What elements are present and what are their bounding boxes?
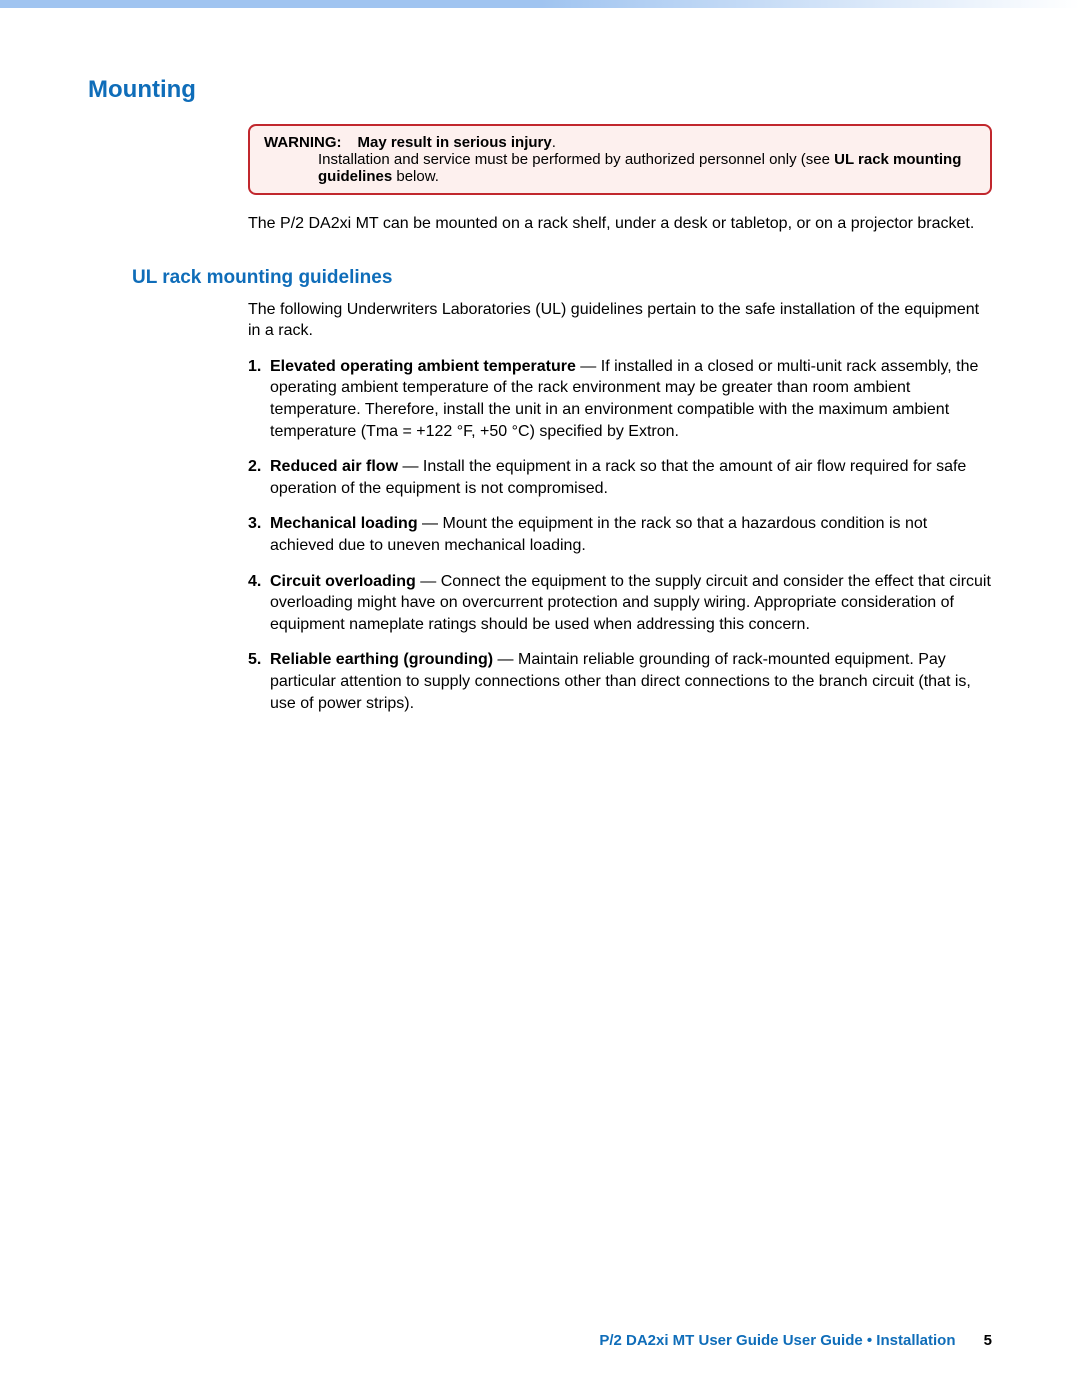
warning-period: . xyxy=(552,134,556,151)
guidelines-list: 1. Elevated operating ambient temperatur… xyxy=(248,356,992,714)
item-title: Circuit overloading xyxy=(270,573,416,590)
item-number: 3. xyxy=(248,513,270,556)
sub-intro-paragraph: The following Underwriters Laboratories … xyxy=(248,299,992,342)
item-number: 5. xyxy=(248,649,270,714)
item-body: Mechanical loading — Mount the equipment… xyxy=(270,513,992,556)
warning-body: Installation and service must be perform… xyxy=(264,151,976,185)
item-number: 1. xyxy=(248,356,270,442)
page-content: Mounting WARNING: May result in serious i… xyxy=(0,8,1080,714)
heading-mounting: Mounting xyxy=(88,76,992,104)
heading-ul-guidelines: UL rack mounting guidelines xyxy=(132,267,992,289)
item-title: Mechanical loading xyxy=(270,515,418,532)
warning-label: WARNING: xyxy=(264,134,342,151)
list-item: 3. Mechanical loading — Mount the equipm… xyxy=(248,513,992,556)
list-item: 4. Circuit overloading — Connect the equ… xyxy=(248,571,992,636)
footer-text: P/2 DA2xi MT User Guide User Guide • Ins… xyxy=(599,1332,955,1349)
warning-title: May result in serious injury xyxy=(358,134,552,151)
warning-body-prefix: Installation and service must be perform… xyxy=(318,151,830,168)
page-footer: P/2 DA2xi MT User Guide User Guide • Ins… xyxy=(599,1332,992,1349)
item-title: Reduced air flow xyxy=(270,458,398,475)
warning-box: WARNING: May result in serious injury. In… xyxy=(248,124,992,195)
item-title: Elevated operating ambient temperature xyxy=(270,358,576,375)
item-body: Circuit overloading — Connect the equipm… xyxy=(270,571,992,636)
item-body: Reduced air flow — Install the equipment… xyxy=(270,456,992,499)
list-item: 2. Reduced air flow — Install the equipm… xyxy=(248,456,992,499)
warning-header: WARNING: May result in serious injury. xyxy=(264,134,976,151)
item-title: Reliable earthing (grounding) xyxy=(270,651,493,668)
item-body: Reliable earthing (grounding) — Maintain… xyxy=(270,649,992,714)
top-gradient-bar xyxy=(0,0,1080,8)
warning-body-suffix: below. xyxy=(392,168,439,185)
intro-paragraph: The P/2 DA2xi MT can be mounted on a rac… xyxy=(248,213,992,235)
list-item: 5. Reliable earthing (grounding) — Maint… xyxy=(248,649,992,714)
list-item: 1. Elevated operating ambient temperatur… xyxy=(248,356,992,442)
item-body: Elevated operating ambient temperature —… xyxy=(270,356,992,442)
item-number: 2. xyxy=(248,456,270,499)
page-number: 5 xyxy=(984,1332,992,1349)
item-number: 4. xyxy=(248,571,270,636)
